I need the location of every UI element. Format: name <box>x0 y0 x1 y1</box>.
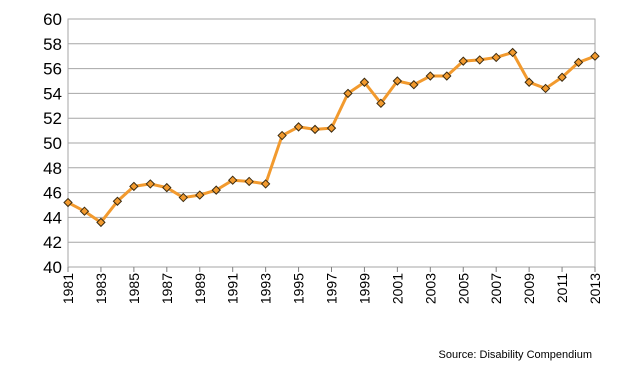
y-tick-label: 44 <box>43 208 62 227</box>
data-point <box>310 124 320 135</box>
data-point <box>409 80 419 90</box>
data-point <box>227 175 238 185</box>
x-tick-label: 2005 <box>455 273 471 304</box>
data-point <box>326 123 337 133</box>
x-tick-label: 1983 <box>93 273 109 304</box>
x-tick-label: 2003 <box>422 273 438 304</box>
data-point <box>359 77 370 87</box>
x-tick-label: 2011 <box>554 273 570 303</box>
y-tick-label: 42 <box>43 233 62 252</box>
source-note: Source: Disability Compendium <box>439 349 592 361</box>
data-point <box>277 130 287 141</box>
data-line <box>67 50 596 224</box>
data-point <box>590 51 600 61</box>
y-tick-label: 46 <box>43 184 62 203</box>
data-point <box>79 206 90 216</box>
data-point <box>376 98 386 109</box>
data-point <box>392 76 403 86</box>
y-tick-label: 54 <box>43 84 62 103</box>
data-point <box>540 83 551 94</box>
data-point <box>557 72 567 82</box>
data-point <box>491 52 501 63</box>
y-tick-label: 56 <box>43 60 62 79</box>
y-tick-label: 58 <box>43 35 62 54</box>
data-point <box>507 47 518 58</box>
data-point <box>112 196 123 206</box>
data-point <box>162 182 172 193</box>
x-tick-label: 2001 <box>389 273 405 304</box>
x-tick-label: 1989 <box>192 273 208 304</box>
data-point <box>293 122 304 132</box>
y-tick-label: 52 <box>43 109 62 128</box>
y-tick-label: 50 <box>43 134 62 153</box>
x-tick-label: 2007 <box>488 273 504 304</box>
x-tick-label: 1999 <box>356 273 372 304</box>
data-point <box>63 197 73 208</box>
x-tick-label: 1985 <box>126 273 142 304</box>
y-tick-label: 60 <box>43 10 62 29</box>
data-point <box>343 88 353 99</box>
data-point <box>244 176 254 187</box>
y-tick-label: 48 <box>43 159 62 178</box>
x-tick-label: 1993 <box>258 273 274 304</box>
x-tick-label: 1981 <box>60 273 76 304</box>
x-tick-label: 2009 <box>521 273 537 304</box>
data-point <box>145 179 156 189</box>
data-point <box>458 56 468 66</box>
data-point <box>96 217 106 228</box>
x-tick-label: 1995 <box>291 273 307 304</box>
y-tick-label: 40 <box>43 258 62 277</box>
data-point <box>425 71 436 81</box>
data-point <box>573 57 584 68</box>
x-tick-label: 1991 <box>225 273 241 304</box>
data-point <box>524 77 534 87</box>
data-point <box>178 192 188 203</box>
data-point <box>129 181 139 192</box>
data-point <box>211 185 221 195</box>
x-tick-label: 2013 <box>587 273 603 304</box>
x-tick-label: 1987 <box>159 273 175 304</box>
data-point <box>475 55 485 65</box>
data-point <box>195 190 205 200</box>
data-point <box>442 71 452 81</box>
data-point <box>260 179 271 189</box>
x-tick-label: 1997 <box>324 273 340 304</box>
